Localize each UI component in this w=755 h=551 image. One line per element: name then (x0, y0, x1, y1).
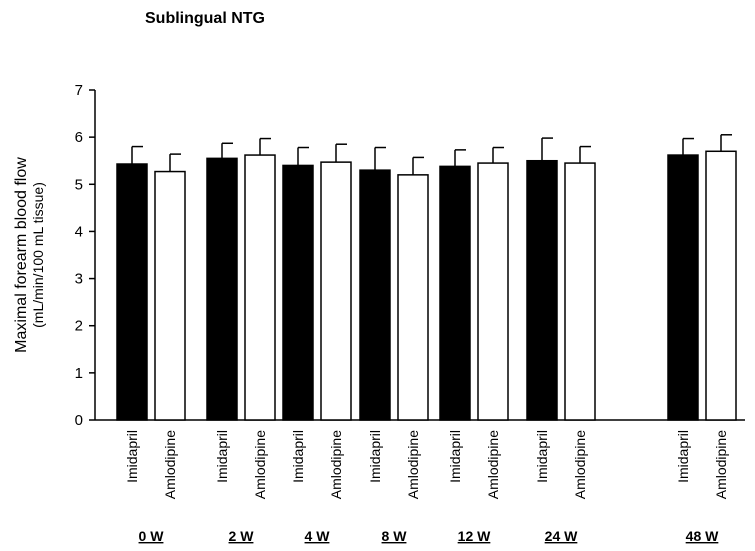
bar-label: Imidapril (447, 430, 463, 483)
bar (206, 157, 238, 421)
bar (526, 159, 558, 421)
y-tick-label: 4 (75, 223, 83, 240)
y-tick-label: 1 (75, 365, 83, 382)
bar-label: Amlodipine (328, 430, 344, 499)
y-tick-label: 5 (75, 176, 83, 193)
bar-label: Imidapril (534, 430, 550, 483)
bar (564, 162, 596, 421)
bar-label: Amlodipine (713, 430, 729, 499)
x-tick-label: 0 W (139, 528, 165, 544)
bar-label: Imidapril (290, 430, 306, 483)
bar (439, 165, 471, 421)
x-tick-label: 48 W (686, 528, 719, 544)
bar (397, 174, 429, 421)
bar (154, 170, 186, 421)
bar-label: Amlodipine (572, 430, 588, 499)
bar-label: Imidapril (367, 430, 383, 483)
bar (359, 169, 391, 421)
bar (320, 161, 352, 421)
bar (477, 162, 509, 421)
bar-label: Imidapril (675, 430, 691, 483)
y-tick-label: 2 (75, 318, 83, 335)
bar-label: Amlodipine (252, 430, 268, 499)
bar-label: Imidapril (124, 430, 140, 483)
bar (116, 163, 148, 421)
bar (282, 164, 314, 421)
bar (667, 154, 699, 421)
x-tick-label: 24 W (545, 528, 578, 544)
bar (705, 150, 737, 421)
y-tick-label: 3 (75, 271, 83, 288)
bar-label: Imidapril (214, 430, 230, 483)
x-tick-label: 2 W (229, 528, 255, 544)
bar-label: Amlodipine (485, 430, 501, 499)
y-axis-label: Maximal forearm blood flow (13, 157, 30, 353)
x-tick-label: 8 W (382, 528, 408, 544)
y-axis-label: (mL/min/100 mL tissue) (30, 182, 46, 328)
y-tick-label: 6 (75, 129, 83, 146)
bar-label: Amlodipine (162, 430, 178, 499)
x-tick-label: 12 W (458, 528, 491, 544)
y-tick-label: 7 (75, 82, 83, 99)
y-tick-label: 0 (75, 412, 83, 429)
bar (244, 154, 276, 421)
bar-label: Amlodipine (405, 430, 421, 499)
x-tick-label: 4 W (305, 528, 331, 544)
chart-title: Sublingual NTG (145, 10, 265, 27)
